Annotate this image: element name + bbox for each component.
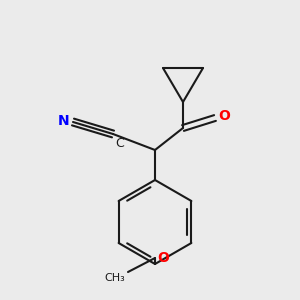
Text: O: O bbox=[218, 109, 230, 123]
Text: O: O bbox=[157, 251, 169, 265]
Text: C: C bbox=[115, 137, 124, 150]
Text: N: N bbox=[57, 114, 69, 128]
Text: CH₃: CH₃ bbox=[104, 273, 125, 283]
